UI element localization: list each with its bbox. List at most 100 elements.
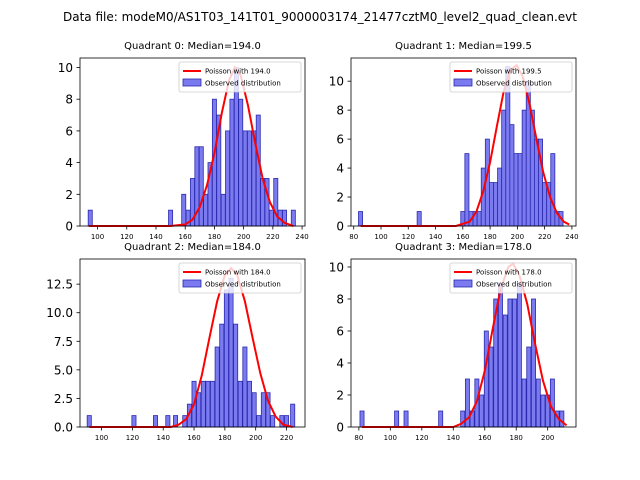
quadrant-0-legend-box xyxy=(178,61,302,93)
quadrant-3-bar-17 xyxy=(521,378,527,428)
quadrant-0-ytick-label-3: 6 xyxy=(65,124,73,138)
quadrant-2-bar-0 xyxy=(86,415,92,428)
quadrant-3-axes-frame xyxy=(350,258,577,428)
quadrant-1-bar-12 xyxy=(501,109,507,227)
quadrant-0-bar-12 xyxy=(225,130,231,227)
quadrant-2-ytick-label-3: 7.5 xyxy=(54,335,73,349)
quadrant-2-ytick-label-5: 12.5 xyxy=(46,278,73,292)
quadrant-2-bar-12 xyxy=(214,346,220,428)
quadrant-0-bar-2 xyxy=(181,193,187,227)
quadrant-2-bar-9 xyxy=(200,380,206,428)
quadrant-0-legend: Poisson with 194.0 Observed distribution xyxy=(178,61,302,93)
quadrant-2-bar-15 xyxy=(228,278,234,428)
quadrant-1-bar-11 xyxy=(497,167,503,227)
quadrant-2-bar-14 xyxy=(223,289,229,428)
quadrant-2-bar-24 xyxy=(270,415,276,428)
quadrant-1-bar-10 xyxy=(493,182,498,227)
quadrant-3-bar-20 xyxy=(535,378,541,428)
quadrant-3-bar-19 xyxy=(531,298,536,428)
quadrant-2-legend-bar-label: Observed distribution xyxy=(205,281,281,289)
quadrant-0-bar-11 xyxy=(220,193,226,227)
quadrant-0-ytick-label-0: 0 xyxy=(65,220,73,234)
quadrant-0-xtick-label-2: 140 xyxy=(149,233,162,241)
quadrant-3-bar-15 xyxy=(512,298,518,428)
quadrant-1-bar-16 xyxy=(517,153,523,227)
quadrant-1-panel: Quadrant 1: Median=199.580 100 120 140 160 18… xyxy=(329,41,579,241)
quadrant-1-bar-6 xyxy=(476,211,482,227)
quadrant-0-bar-19 xyxy=(255,114,261,227)
quadrant-1-bar-0 xyxy=(358,211,363,227)
quadrant-2-bar-1 xyxy=(131,415,137,428)
quadrant-1-title: Quadrant 1: Median=199.5 xyxy=(395,41,532,52)
quadrant-2-legend-box xyxy=(178,262,302,294)
quadrant-2-xtick-label-4: 180 xyxy=(218,434,231,442)
quadrant-0-xtick-label-1: 120 xyxy=(120,233,133,241)
quadrant-3-bar-18 xyxy=(526,346,532,428)
quadrant-0-legend-bar-swatch xyxy=(182,78,202,87)
quadrant-1-legend: Poisson with 199.5 Observed distribution xyxy=(449,61,573,93)
quadrant-2-xtick-label-0: 100 xyxy=(95,434,108,442)
quadrant-2-bar-18 xyxy=(242,346,248,428)
quadrant-1-xtick-label-4: 160 xyxy=(456,233,469,241)
quadrant-3-bar-16 xyxy=(516,282,522,428)
quadrant-1-xtick-label-0: 80 xyxy=(349,233,358,241)
quadrant-0-bar-17 xyxy=(247,130,252,227)
quadrant-2-ytick-label-0: 0.0 xyxy=(54,421,73,435)
quadrant-2-bar-21 xyxy=(256,415,262,428)
quadrant-2-bar-3 xyxy=(165,415,171,428)
quadrant-0-bar-15 xyxy=(238,98,244,227)
quadrant-2-xtick-label-5: 200 xyxy=(249,434,262,442)
quadrant-2-bar-13 xyxy=(219,323,225,428)
quadrant-3-xtick-label-4: 160 xyxy=(478,434,491,442)
quadrant-0-ytick-label-2: 4 xyxy=(65,156,73,170)
quadrant-0-bar-16 xyxy=(242,130,248,227)
quadrant-3-ytick-label-4: 8 xyxy=(336,293,344,307)
quadrant-3-xtick-label-5: 180 xyxy=(510,434,523,442)
quadrant-2-bar-10 xyxy=(205,380,211,428)
quadrant-3-ytick-label-5: 10 xyxy=(329,261,344,275)
quadrant-1-ytick-label-3: 6 xyxy=(336,133,344,147)
quadrant-2-ytick-label-1: 2.5 xyxy=(54,392,73,406)
quadrant-3-ytick-label-2: 4 xyxy=(336,357,344,371)
quadrant-3-xtick-label-6: 200 xyxy=(541,434,554,442)
quadrant-3-xtick-label-1: 100 xyxy=(384,434,397,442)
quadrant-0-bar-1 xyxy=(168,209,174,227)
quadrant-3-ytick-label-1: 2 xyxy=(336,389,344,403)
quadrant-2-axes-frame xyxy=(79,258,306,428)
quadrant-2-title: Quadrant 2: Median=184.0 xyxy=(124,242,261,253)
quadrant-2-xtick-label-2: 140 xyxy=(157,434,170,442)
quadrant-2-xtick-label-6: 220 xyxy=(280,434,293,442)
quadrant-2-legend-line-label: Poisson with 184.0 xyxy=(205,269,271,277)
quadrant-3-ytick-label-3: 6 xyxy=(336,325,344,339)
quadrant-3-bar-0 xyxy=(359,410,365,428)
quadrant-2-legend-bar-swatch xyxy=(182,279,202,288)
quadrant-3-legend-bar-swatch xyxy=(453,279,473,288)
quadrant-1-xtick-label-8: 240 xyxy=(565,233,578,241)
quadrant-3-bar-25 xyxy=(559,410,565,428)
quadrant-3-title: Quadrant 3: Median=178.0 xyxy=(395,242,532,253)
quadrant-1-legend-bar-label: Observed distribution xyxy=(476,80,552,88)
quadrant-0-bar-7 xyxy=(203,193,209,227)
quadrant-0-xtick-label-7: 240 xyxy=(295,233,308,241)
quadrant-2-bar-17 xyxy=(237,380,243,428)
quadrant-3-bar-21 xyxy=(540,394,546,428)
quadrant-1-legend-box xyxy=(449,61,573,93)
quadrant-1-ytick-label-1: 2 xyxy=(336,191,344,205)
figure-suptitle: Data file: modeM0/AS1T03_141T01_90000031… xyxy=(63,10,577,24)
quadrant-1-xtick-label-7: 220 xyxy=(538,233,551,241)
quadrant-3-xtick-label-0: 80 xyxy=(354,434,363,442)
quadrant-1-xtick-label-6: 200 xyxy=(511,233,524,241)
quadrant-3-bar-12 xyxy=(498,282,503,428)
quadrant-0-xtick-label-0: 100 xyxy=(91,233,104,241)
quadrant-2-ytick-label-4: 10.0 xyxy=(46,306,73,320)
quadrant-3-bar-1 xyxy=(394,410,400,428)
quadrant-1-xtick-label-2: 120 xyxy=(402,233,415,241)
quadrant-3-xtick-label-2: 120 xyxy=(415,434,428,442)
quadrant-3-xtick-label-3: 140 xyxy=(447,434,460,442)
quadrant-1-xtick-label-5: 180 xyxy=(483,233,496,241)
quadrant-3-bar-3 xyxy=(438,410,444,428)
quadrant-1-axes-frame xyxy=(350,57,577,227)
quadrant-1-bar-14 xyxy=(509,124,515,227)
quadrant-3-legend-line-label: Poisson with 178.0 xyxy=(476,269,542,277)
